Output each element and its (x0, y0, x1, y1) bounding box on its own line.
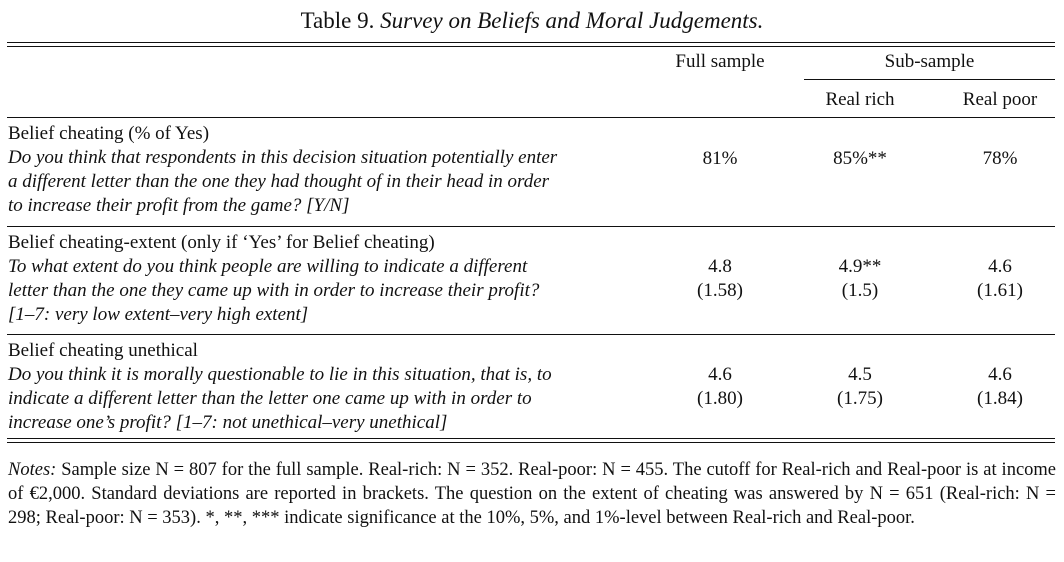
cell-poor-sd: (1.61) (977, 280, 1023, 301)
row-heading: Belief cheating-extent (only if ‘Yes’ fo… (8, 232, 435, 253)
cell-full: 4.8 (708, 256, 732, 277)
row-divider (7, 334, 1055, 335)
bottom-rule-2 (7, 442, 1055, 443)
cell-poor: 4.6 (988, 364, 1012, 385)
cell-poor-sd: (1.84) (977, 388, 1023, 409)
table-row: Belief cheating-extent (only if ‘Yes’ fo… (8, 231, 1054, 327)
col-header-real-rich: Real rich (825, 89, 895, 110)
row-question: To what extent do you think people are w… (8, 256, 540, 325)
bottom-rule-1 (7, 438, 1055, 439)
col-header-full-sample: Full sample (675, 51, 765, 72)
table-label: Table 9. (300, 8, 375, 33)
cell-full: 81% (702, 148, 738, 169)
cell-full: 4.6 (708, 364, 732, 385)
top-rule-1 (7, 42, 1055, 43)
sub-sample-rule (804, 79, 1055, 80)
table-row: Belief cheating unethical Do you think i… (8, 339, 1054, 435)
row-question: Do you think it is morally questionable … (8, 364, 552, 433)
cell-rich-sd: (1.5) (841, 280, 879, 301)
cell-rich: 4.5 (848, 364, 872, 385)
table-title: Survey on Beliefs and Moral Judgements. (380, 8, 764, 33)
row-question: Do you think that respondents in this de… (8, 147, 558, 216)
notes-label: Notes: (8, 460, 57, 480)
cell-poor: 4.6 (988, 256, 1012, 277)
col-header-sub-sample: Sub-sample (884, 51, 975, 72)
cell-full-sd: (1.58) (697, 280, 743, 301)
cell-rich: 4.9** (838, 256, 882, 277)
header-rule (7, 117, 1055, 118)
table-caption: Table 9. Survey on Beliefs and Moral Jud… (0, 6, 1064, 36)
row-divider (7, 226, 1055, 227)
cell-poor: 78% (982, 148, 1018, 169)
cell-rich: 85%** (833, 148, 887, 169)
notes-text: Sample size N = 807 for the full sample.… (8, 460, 1057, 528)
row-heading: Belief cheating unethical (8, 340, 198, 361)
table-row: Belief cheating (% of Yes) Do you think … (8, 122, 1054, 218)
top-rule-2 (7, 46, 1055, 47)
cell-full-sd: (1.80) (697, 388, 743, 409)
table-notes: Notes: Sample size N = 807 for the full … (8, 458, 1056, 530)
cell-rich-sd: (1.75) (837, 388, 883, 409)
col-header-real-poor: Real poor (962, 89, 1038, 110)
row-heading: Belief cheating (% of Yes) (8, 123, 210, 144)
